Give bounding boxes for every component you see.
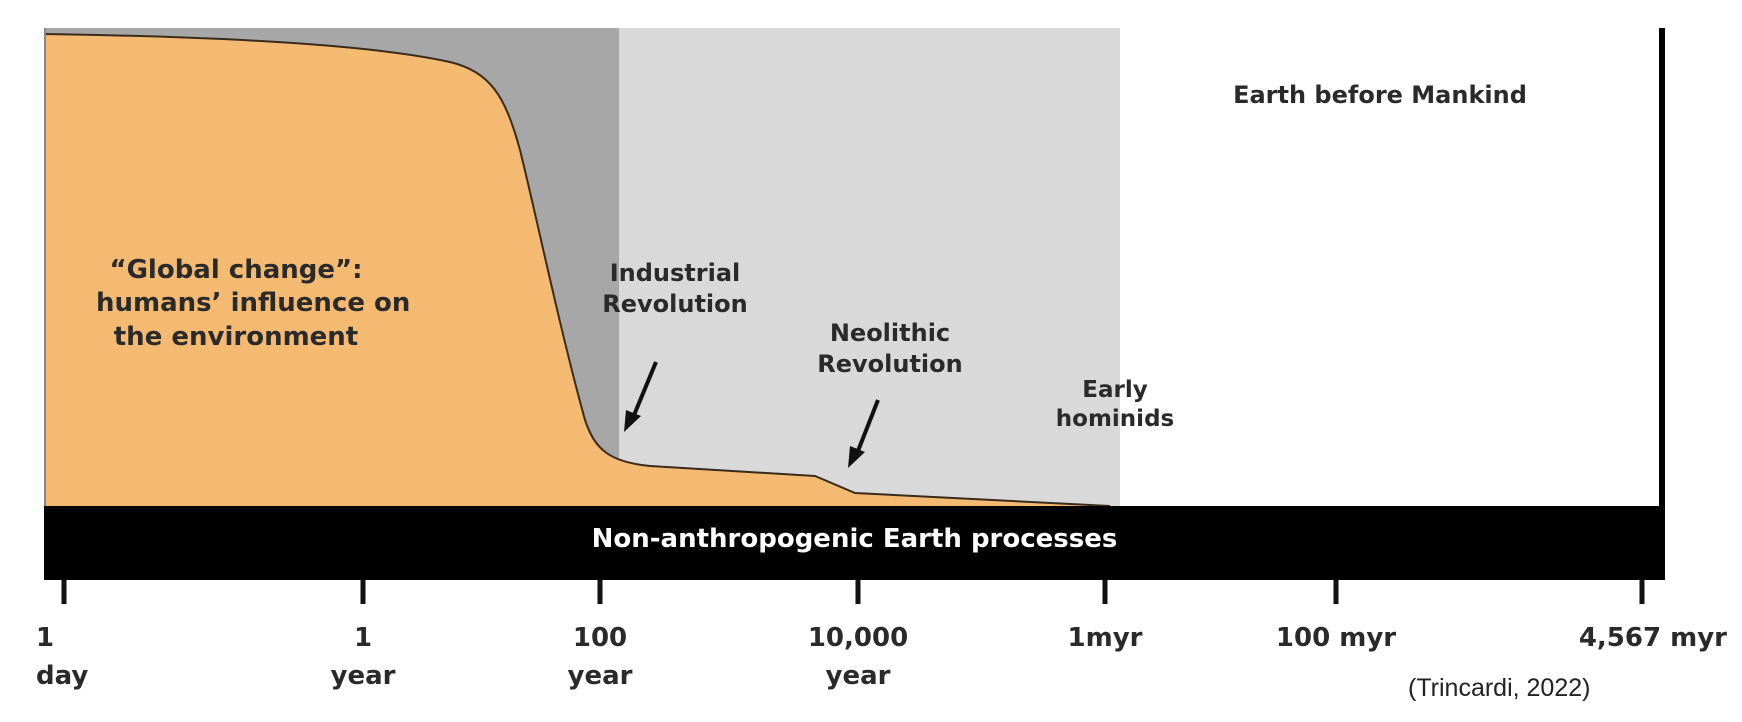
tick-label-line-1: 1 [36,623,55,653]
human-influence-boundary [43,33,1111,507]
tick-label-line-2: day [36,660,89,691]
non-anthropogenic-band [44,506,1665,580]
tick-label-line-2: year [567,660,633,691]
tick-label-line-1: 100 myr [1275,623,1397,653]
early-hominids-line-1: Early [1082,377,1148,403]
early-hominids-line-2: hominids [1055,406,1175,433]
global-change-line-2: humans’ influence on [96,288,411,319]
earth-before-mankind-label: Earth before Mankind [1233,81,1527,109]
industrial-arrow [624,361,658,432]
tick-label-line-1: 1myr [1067,623,1143,653]
global-change-line-1: “Global change”: [109,255,363,285]
tick-label-line-1: 100 [572,623,628,653]
neolithic-line-1: Neolithic [829,319,951,347]
neolithic-revolution-label: Neolithic Revolution [805,318,975,379]
tick-label: 100 myr [1251,620,1421,658]
tick-label: 10,000 year [773,620,943,695]
tick-label: 1 day [36,620,206,695]
industrial-revolution-label: Industrial Revolution [590,258,760,319]
tick-label: 4,567 myr [1557,620,1727,658]
early-hominids-label: Early hominids [1040,376,1190,435]
tick-label-line-1: 4,567 myr [1578,623,1727,653]
tick-label-line-1: 10,000 [807,623,909,653]
tick-label-line-1: 1 [353,623,373,653]
band-label: Non-anthropogenic Earth processes [591,524,1118,554]
human-influence-area [44,34,1110,506]
axis-ticks [61,580,1645,604]
tick-label: 1myr [1020,620,1190,658]
citation: (Trincardi, 2022) [1408,674,1591,702]
tick-label: 1 year [278,620,448,695]
neolithic-arrow [848,399,880,468]
industrial-line-1: Industrial [609,259,741,287]
neolithic-line-2: Revolution [817,349,963,378]
global-change-label: “Global change”: humans’ influence on th… [96,254,411,354]
industrial-line-2: Revolution [602,289,748,318]
tick-label-line-2: year [330,660,396,691]
tick-label: 100 year [515,620,685,695]
tick-label-line-2: year [825,660,891,691]
global-change-line-3: the environment [113,321,359,352]
